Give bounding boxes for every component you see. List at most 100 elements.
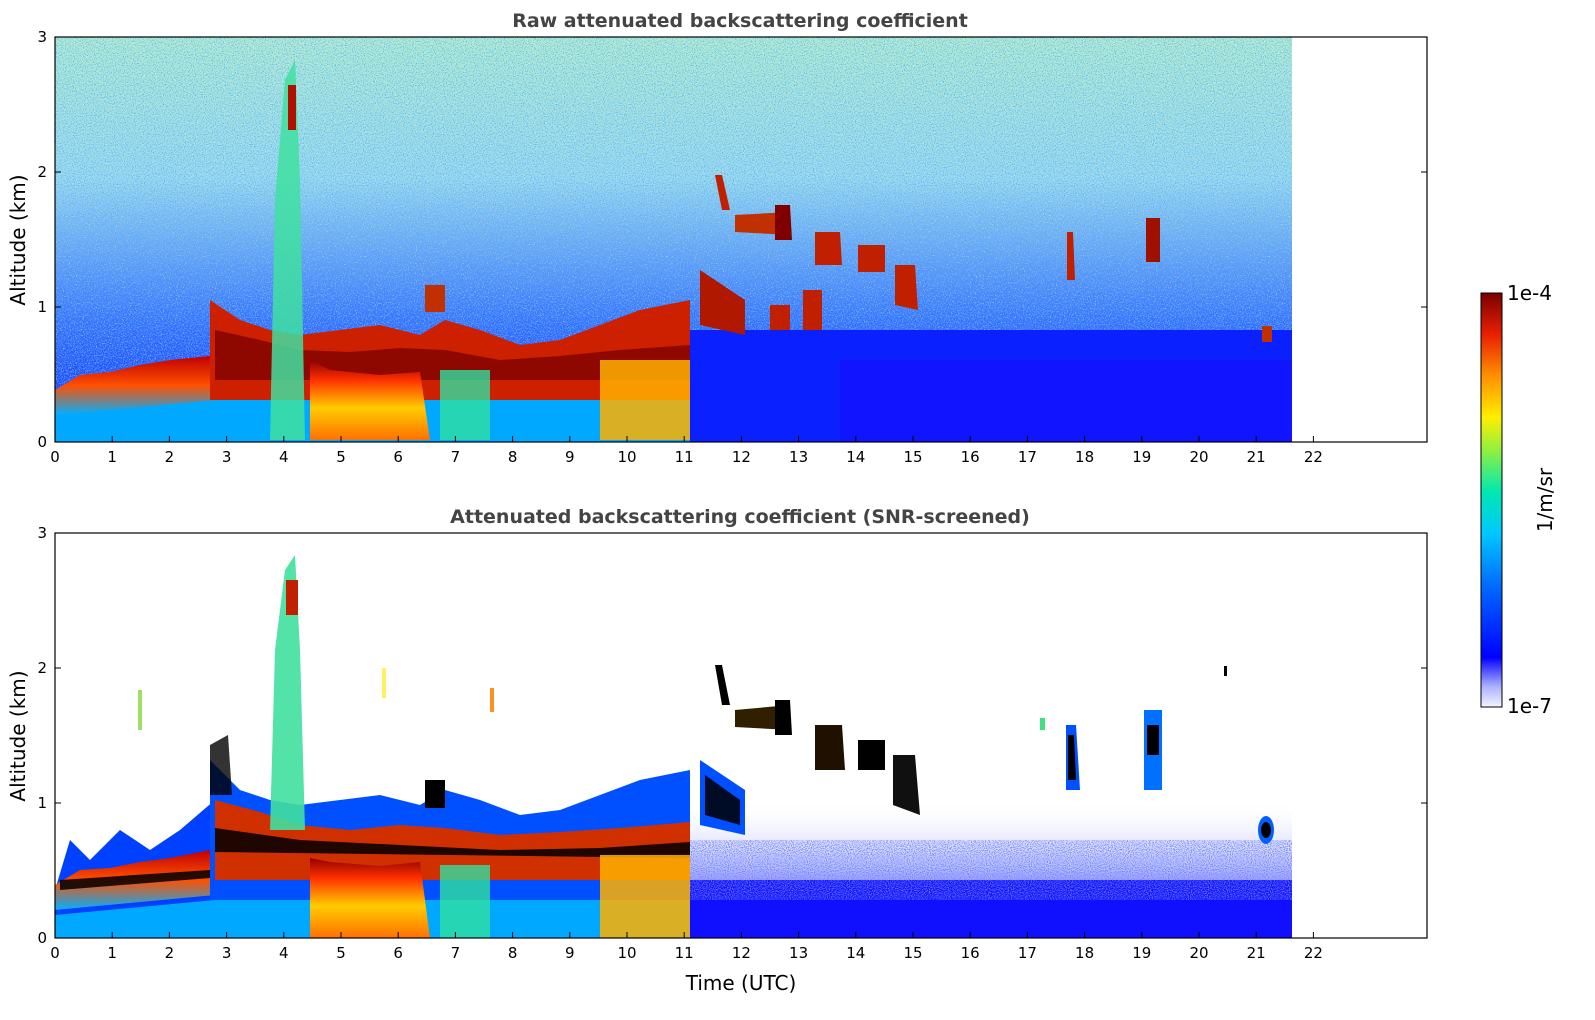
x-tick-label: 5: [336, 448, 346, 466]
y-tick-label: 0: [37, 929, 47, 947]
raw-backscatter-panel: Raw attenuated backscattering coefficien…: [6, 10, 1428, 466]
x-tick-label: 8: [508, 944, 518, 962]
x-tick-label: 7: [451, 448, 461, 466]
cloud-segment: [770, 305, 790, 330]
x-tick-label: 2: [165, 448, 175, 466]
x-tick-label: 13: [789, 944, 808, 962]
speck: [1040, 718, 1045, 730]
x-tick-label: 5: [336, 944, 346, 962]
x-tick-label: 21: [1247, 944, 1266, 962]
x-tick-label: 14: [846, 448, 865, 466]
x-tick-label: 10: [617, 944, 636, 962]
boundary-layer-aerosol: [55, 356, 215, 415]
x-tick-label: 14: [846, 944, 865, 962]
x-tick-label: 4: [279, 448, 289, 466]
cloud-segment: [815, 232, 842, 265]
no-data-area: [1292, 37, 1427, 442]
orange-column-2: [600, 855, 690, 938]
y-axis-label: Altitude (km): [6, 174, 30, 305]
cloud-segment: [715, 175, 730, 210]
green-column: [440, 370, 490, 440]
low-blue-region-2: [840, 360, 1292, 442]
cloud-segment: [210, 735, 232, 795]
high-plume-column: [270, 555, 305, 830]
orange-column: [310, 858, 430, 938]
isolated-cloud: [1146, 218, 1160, 262]
chart-title: Raw attenuated backscattering coefficien…: [512, 10, 968, 32]
boundary-layer-core: [60, 870, 210, 890]
y-axis: 0 1 2 3: [37, 524, 1427, 947]
heatmap-raw: [55, 37, 1427, 442]
x-tick-label: 9: [565, 448, 575, 466]
cloud-segment: [715, 665, 730, 705]
y-tick-label: 3: [37, 28, 47, 46]
y-axis: 0 1 2 3: [37, 28, 1427, 451]
isolated-cloud: [1068, 735, 1076, 780]
x-axis: 0 1 2 3 4 5 6 7 8 9 10 11 12 13 14 15 16 17 18 19 20 21 22: [50, 932, 1323, 962]
y-tick-label: 2: [37, 163, 47, 181]
x-tick-label: 0: [50, 944, 60, 962]
y-axis-label: Altitude (km): [6, 670, 30, 801]
x-tick-label: 7: [451, 944, 461, 962]
cloud-segment: [803, 290, 822, 330]
blue-noise: [690, 840, 1292, 900]
x-tick-label: 15: [903, 448, 922, 466]
colorbar-min-label: 1e-7: [1507, 694, 1552, 718]
chart-title: Attenuated backscattering coefficient (S…: [450, 506, 1030, 528]
x-tick-label: 9: [565, 944, 575, 962]
x-tick-label: 11: [675, 944, 694, 962]
x-tick-label: 19: [1132, 944, 1151, 962]
speck: [490, 688, 494, 712]
x-tick-label: 13: [789, 448, 808, 466]
y-tick-label: 1: [37, 298, 47, 316]
x-tick-label: 16: [961, 944, 980, 962]
cloud-segment: [858, 245, 885, 272]
speck: [1224, 666, 1227, 676]
x-tick-label: 16: [961, 448, 980, 466]
colorbar: 1e-4 1e-7 1/m/sr: [1480, 281, 1557, 718]
x-tick-label: 3: [222, 448, 232, 466]
x-tick-label: 10: [617, 448, 636, 466]
x-tick-label: 18: [1075, 448, 1094, 466]
colorbar-gradient: [1480, 292, 1503, 708]
speck: [382, 668, 386, 698]
x-tick-label: 12: [732, 944, 751, 962]
isolated-cloud: [1147, 725, 1159, 755]
cloud-layer-core: [215, 330, 690, 380]
green-column: [440, 865, 490, 938]
no-data-area: [1292, 533, 1427, 938]
x-tick-label: 2: [165, 944, 175, 962]
speck: [138, 690, 142, 730]
colorbar-unit-label: 1/m/sr: [1533, 467, 1557, 532]
x-tick-label: 20: [1189, 944, 1208, 962]
cloud-segment: [775, 205, 792, 240]
colorbar-max-label: 1e-4: [1507, 281, 1552, 305]
cloud-segment: [893, 755, 920, 815]
orange-column-2: [600, 360, 690, 440]
y-tick-label: 2: [37, 659, 47, 677]
x-tick-label: 6: [393, 944, 403, 962]
x-tick-label: 21: [1247, 448, 1266, 466]
x-tick-label: 22: [1304, 944, 1323, 962]
x-tick-label: 4: [279, 944, 289, 962]
isolated-cloud: [1262, 326, 1272, 342]
cloud-segment: [425, 780, 445, 808]
x-tick-label: 6: [393, 448, 403, 466]
x-tick-label: 1: [107, 448, 117, 466]
isolated-cloud: [1261, 822, 1271, 838]
cloud-segment: [895, 265, 918, 310]
x-tick-label: 11: [675, 448, 694, 466]
x-tick-label: 17: [1018, 944, 1037, 962]
y-tick-label: 1: [37, 794, 47, 812]
cloud-segment: [705, 775, 740, 825]
cloud-segment: [815, 725, 845, 770]
x-tick-label: 19: [1132, 448, 1151, 466]
orange-column: [310, 360, 430, 440]
x-tick-label: 1: [107, 944, 117, 962]
x-axis: 0 1 2 3 4 5 6 7 8 9 10 11 12 13 14 15 16 17 18 19 20 21 22: [50, 436, 1323, 466]
x-tick-label: 17: [1018, 448, 1037, 466]
x-axis-label: Time (UTC): [685, 971, 797, 995]
cloud-segment: [775, 700, 792, 735]
x-tick-label: 8: [508, 448, 518, 466]
